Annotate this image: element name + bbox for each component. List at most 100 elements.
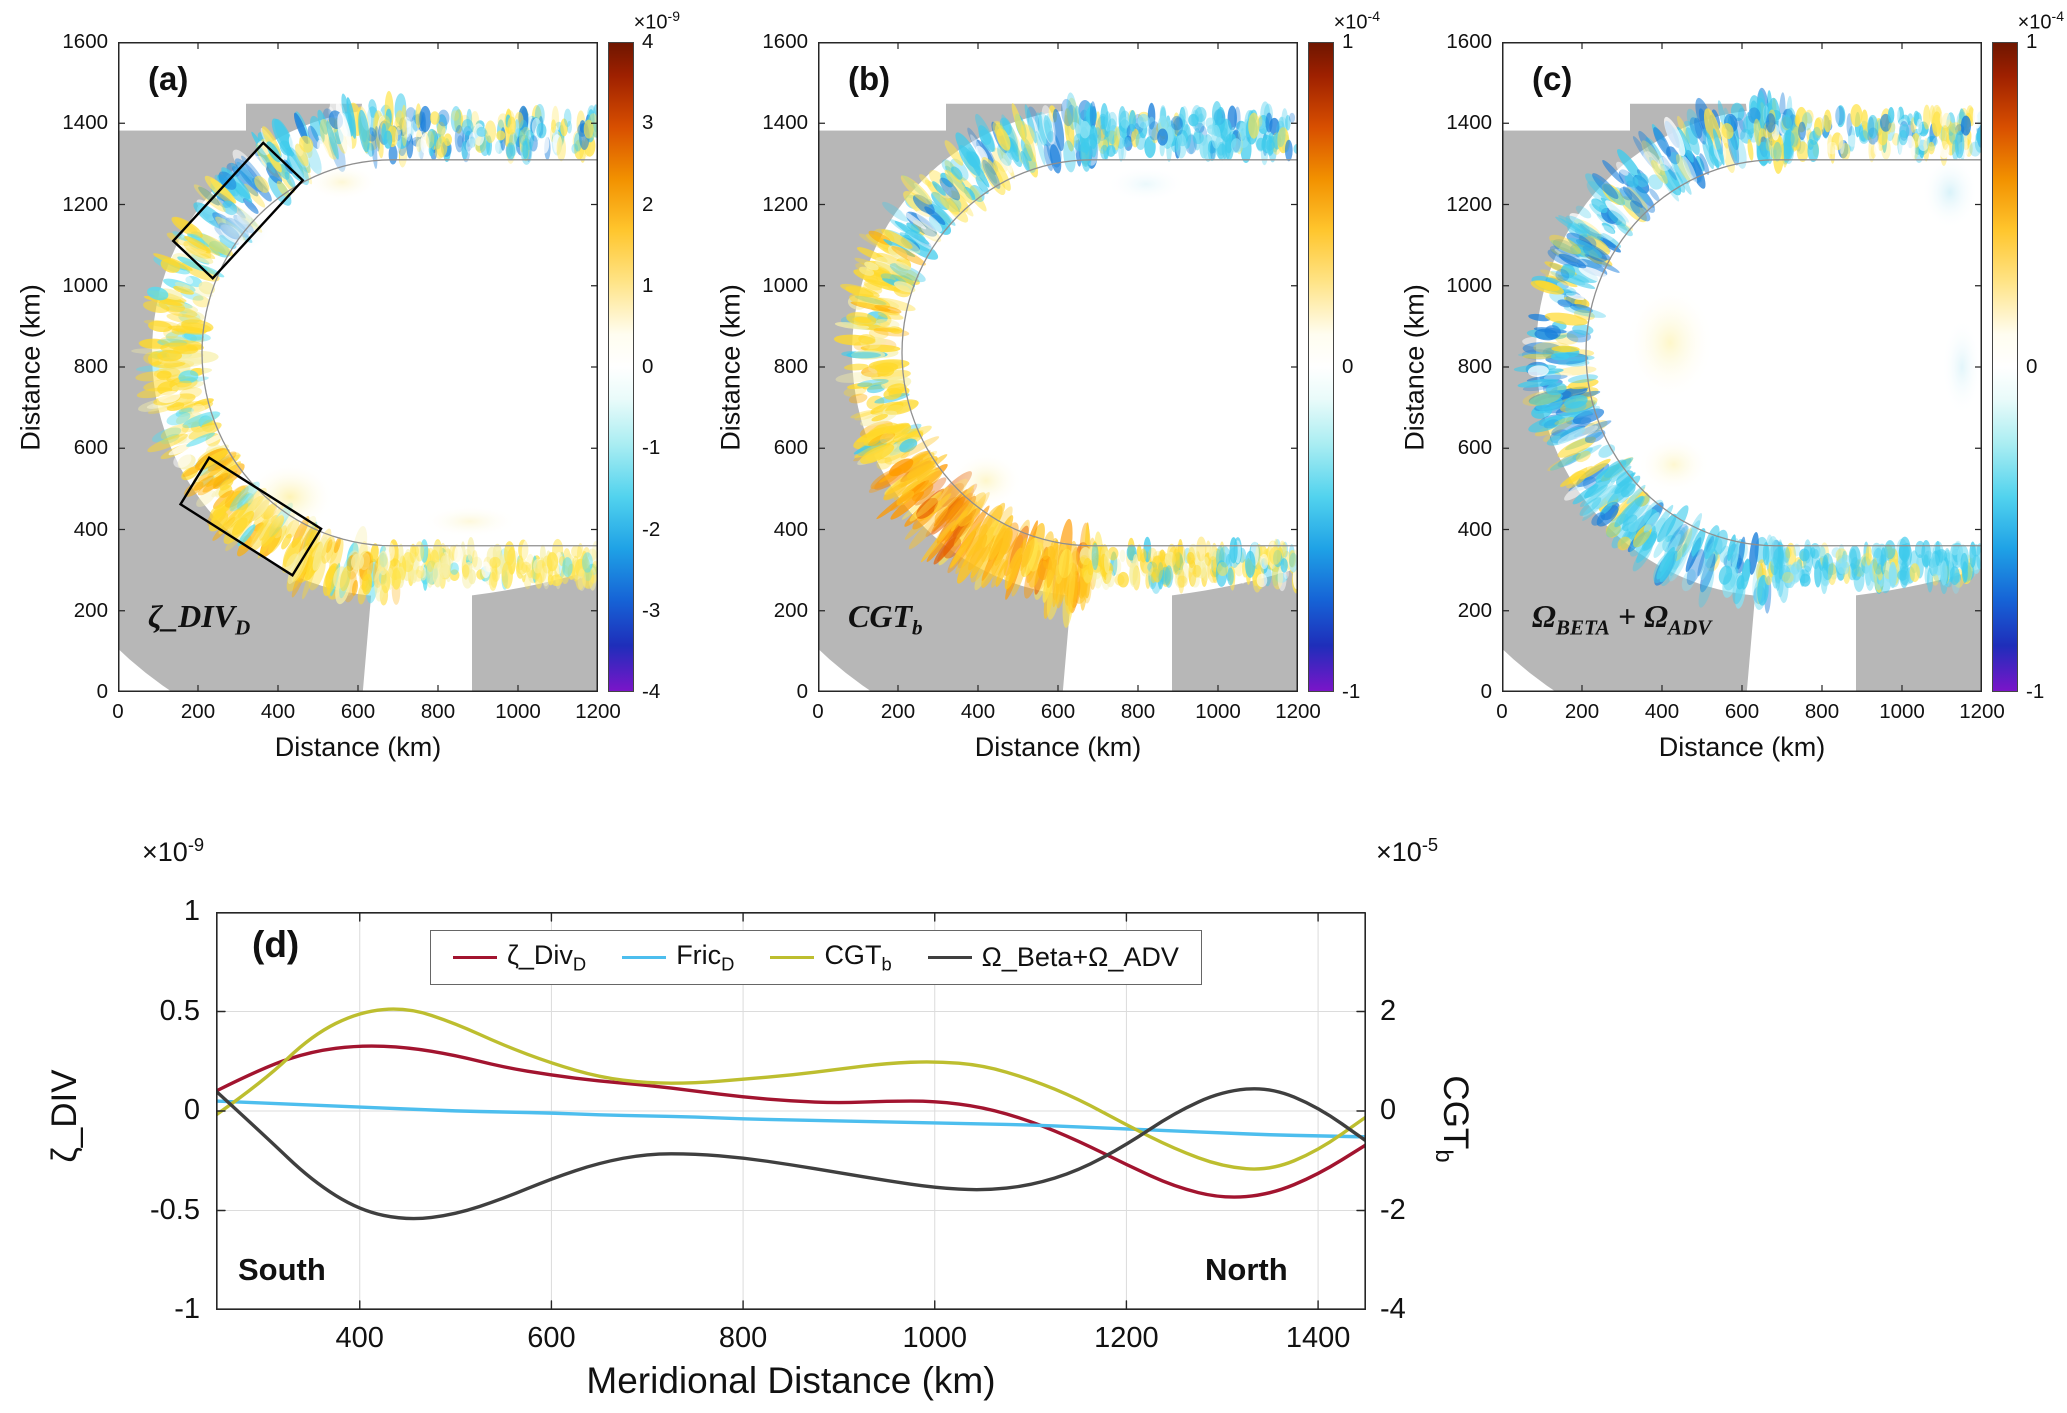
panel-d-right-y-tick: 2 <box>1380 994 1397 1027</box>
south-annotation: South <box>238 1252 326 1287</box>
panel-c-colorbar-tick: -1 <box>2026 680 2045 703</box>
panel-a-map-canvas <box>118 42 598 692</box>
panel-a-colorbar <box>608 42 634 692</box>
panel-b-x-tick: 0 <box>812 700 824 723</box>
panel-c-x-tick: 1000 <box>1879 700 1925 723</box>
panel-a-colorbar-tick: 1 <box>642 273 654 297</box>
panel-d-x-tick: 1400 <box>1285 1322 1351 1354</box>
legend-line-swatch-0 <box>453 956 497 960</box>
panel-a-colorbar-tick: 3 <box>642 111 654 135</box>
panel-a-x-tick: 1000 <box>495 700 541 723</box>
panel-b-y-tick: 600 <box>773 436 808 460</box>
panel-c-y-tick: 800 <box>1457 355 1492 378</box>
panel-d-left-y-tick: 0.5 <box>159 994 200 1027</box>
panel-b-y-tick: 1400 <box>762 111 808 135</box>
legend-item-0: ζ_DivD <box>453 940 586 975</box>
panel-a: Distance (km) (a) ζ_DIVD Distance (km) ×… <box>0 0 686 800</box>
panel-c-y-tick: 1000 <box>1446 273 1492 297</box>
panel-c-map-canvas <box>1502 42 1982 692</box>
panel-b: Distance (km) (b) CGTb Distance (km) ×10… <box>700 0 1386 800</box>
panel-b-colorbar-tick: -1 <box>1342 680 1361 703</box>
panel-a-y-tick: 1400 <box>62 111 108 135</box>
panel-a-y-tick: 200 <box>73 598 108 622</box>
north-annotation: North <box>1205 1252 1288 1287</box>
panel-c-field-label: ΩBETA + ΩADV <box>1532 598 1712 640</box>
legend-label-1: FricD <box>676 940 735 975</box>
panel-d-left-axis-exponent: ×10-9 <box>142 834 205 867</box>
panel-c-colorbar <box>1992 42 2018 692</box>
panel-a-colorbar-tick: -2 <box>642 517 661 541</box>
panel-b-y-tick: 1000 <box>762 273 808 297</box>
panel-c-y-tick: 1200 <box>1446 192 1492 216</box>
legend-line-swatch-1 <box>622 956 667 960</box>
legend-item-1: FricD <box>622 940 734 975</box>
panel-a-colorbar-tick: 4 <box>642 30 654 53</box>
panel-b-x-tick: 600 <box>1040 700 1076 723</box>
panel-b-x-tick: 200 <box>880 700 916 723</box>
panel-a-x-tick: 600 <box>340 700 376 723</box>
panel-a-colorbar-tick: 2 <box>642 192 654 216</box>
panel-c-x-tick: 200 <box>1564 700 1600 723</box>
panel-d-right-y-tick: 0 <box>1380 1094 1397 1126</box>
panel-c-colorbar-exponent: ×10-4 <box>2017 8 2064 34</box>
panel-a-x-tick: 0 <box>112 700 124 723</box>
panel-a-x-tick: 800 <box>420 700 456 723</box>
panel-b-y-tick: 1200 <box>762 192 808 216</box>
legend-item-2: CGTb <box>770 940 892 975</box>
panel-c-x-tick: 800 <box>1804 700 1840 723</box>
panel-a-y-tick: 1000 <box>62 273 108 297</box>
panel-a-tag: (a) <box>148 60 189 97</box>
legend-line-swatch-3 <box>927 956 972 960</box>
panel-c-y-tick: 600 <box>1457 436 1492 460</box>
panel-d: ×10-9 ×10-5 ζ_DIV CGTb (d) ζ_DivD FricD CG… <box>0 800 2067 1413</box>
panel-a-y-tick: 1600 <box>62 30 108 53</box>
legend-label-3: Ω_Beta+Ω_ADV <box>981 942 1179 973</box>
panel-a-y-tick: 600 <box>73 436 108 460</box>
panel-b-y-tick: 800 <box>773 355 808 378</box>
panel-d-right-axis-exponent: ×10-5 <box>1376 834 1439 867</box>
panel-b-field-label: CGTb <box>848 598 923 640</box>
panel-d-left-y-tick: 0 <box>183 1094 200 1126</box>
panel-c-x-axis-title: Distance (km) <box>1658 732 1826 762</box>
panel-d-left-y-tick: -0.5 <box>150 1193 200 1226</box>
panel-c-x-tick: 1200 <box>1959 700 2005 723</box>
panel-d-right-y-tick: -4 <box>1380 1293 1406 1325</box>
panel-d-x-tick: 800 <box>718 1322 768 1354</box>
panel-a-colorbar-tick: -3 <box>642 598 661 622</box>
panel-c-colorbar-tick: 0 <box>2026 355 2038 378</box>
legend-line-swatch-2 <box>770 956 815 960</box>
panel-a-y-tick: 800 <box>73 355 108 378</box>
panel-c-y-tick: 1400 <box>1446 111 1492 135</box>
panel-a-x-tick: 400 <box>260 700 296 723</box>
panel-b-colorbar-exponent: ×10-4 <box>1333 8 1380 34</box>
panel-d-x-axis-title: Meridional Distance (km) <box>586 1360 996 1401</box>
panel-b-y-tick: 200 <box>773 598 808 622</box>
panel-b-y-tick: 0 <box>796 680 808 703</box>
panel-b-x-tick: 1200 <box>1275 700 1321 723</box>
panel-c-tag: (c) <box>1532 60 1573 97</box>
panel-a-y-tick: 1200 <box>62 192 108 216</box>
panel-a-y-tick: 400 <box>73 517 108 541</box>
panel-b-map-canvas <box>818 42 1298 692</box>
panel-b-colorbar <box>1308 42 1334 692</box>
panel-a-colorbar-exponent: ×10-9 <box>633 8 680 34</box>
panel-d-right-y-tick: -2 <box>1380 1193 1406 1226</box>
panel-d-x-tick: 1200 <box>1094 1322 1159 1354</box>
panel-c: Distance (km) (c) ΩBETA + ΩADV Distance … <box>1384 0 2067 800</box>
panel-b-x-axis-title: Distance (km) <box>974 732 1142 762</box>
panel-b-colorbar-tick: 1 <box>1342 30 1354 53</box>
panel-a-x-axis-title: Distance (km) <box>274 732 442 762</box>
panel-d-left-y-tick: -1 <box>174 1293 200 1325</box>
panel-d-legend: ζ_DivD FricD CGTb Ω_Beta+Ω_ADV <box>430 930 1202 986</box>
legend-label-0: ζ_DivD <box>507 940 587 975</box>
panel-a-field-label: ζ_DIVD <box>148 598 251 640</box>
panel-d-left-y-axis-title: ζ_DIV <box>45 1069 84 1163</box>
panel-b-y-tick: 400 <box>773 517 808 541</box>
panel-a-x-tick: 200 <box>180 700 216 723</box>
legend-item-3: Ω_Beta+Ω_ADV <box>927 942 1179 973</box>
panel-a-colorbar-tick: 0 <box>642 355 654 378</box>
panel-a-colorbar-tick: -1 <box>642 436 661 460</box>
panel-b-x-tick: 1000 <box>1195 700 1241 723</box>
panel-d-x-tick: 400 <box>335 1322 384 1354</box>
